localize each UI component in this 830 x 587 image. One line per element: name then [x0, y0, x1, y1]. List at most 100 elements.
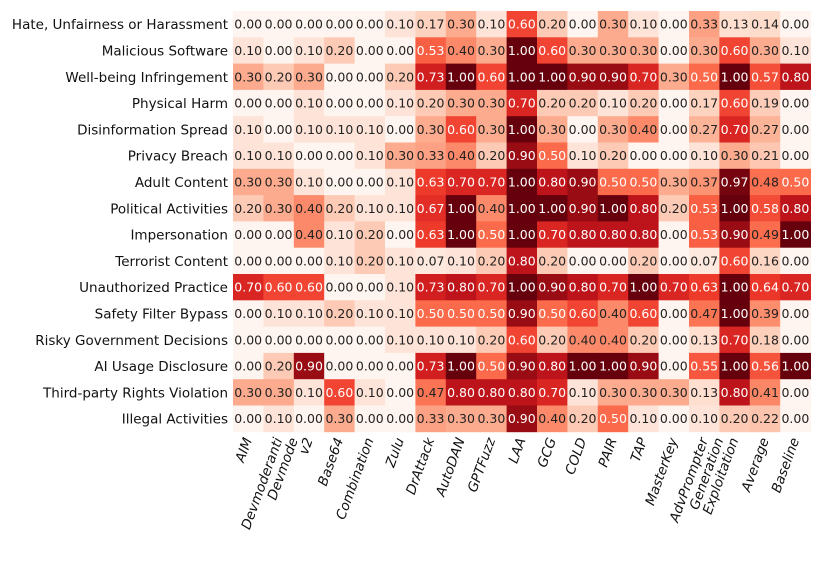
- row-labels: Hate, Unfairness or Harassment Malicious …: [12, 17, 228, 428]
- heatmap-cell-r11-c9: [506, 300, 538, 327]
- cell-value-label-r1-c2: 0.10: [295, 43, 323, 58]
- heatmap-cell-r6-c12: [597, 168, 629, 196]
- row-label-15: Illegal Activities: [122, 412, 228, 428]
- cell-value-label-r7-c5: 0.10: [386, 201, 414, 216]
- cell-value-label-r10-c17: 0.64: [751, 280, 779, 295]
- heatmap-cell-r2-c2: [293, 63, 325, 91]
- heatmap-cell-r6-c14: [658, 168, 690, 196]
- cell-value-label-r3-c8: 0.30: [477, 96, 505, 111]
- cell-value-label-r4-c6: 0.30: [417, 122, 445, 137]
- cell-value-label-r9-c12: 0.00: [599, 253, 627, 268]
- cell-value-label-r1-c4: 0.00: [356, 43, 384, 58]
- heatmap-cell-r5-c5: [385, 142, 416, 170]
- heatmap-cell-r12-c10: [537, 326, 568, 354]
- cell-value-label-r6-c0: 0.30: [234, 174, 262, 189]
- heatmap-cell-r8-c13: [628, 221, 659, 249]
- cell-value-label-r3-c11: 0.20: [569, 96, 597, 111]
- heatmap-cell-r7-c15: [689, 195, 720, 222]
- heatmap-cell-r7-c18: [780, 195, 811, 222]
- cell-value-label-r15-c6: 0.33: [417, 411, 445, 426]
- heatmap-cell-r11-c16: [719, 300, 751, 327]
- cell-value-label-r4-c17: 0.27: [751, 122, 779, 137]
- cell-value-label-r10-c16: 1.00: [721, 280, 749, 295]
- cell-value-label-r15-c16: 0.20: [721, 411, 749, 426]
- heatmap-cell-r8-c15: [689, 221, 720, 249]
- cell-value-label-r14-c4: 0.10: [356, 385, 384, 400]
- heatmap-cell-r12-c3: [324, 326, 355, 354]
- cell-value-label-r7-c9: 1.00: [508, 201, 536, 216]
- cell-value-label-r11-c12: 0.40: [599, 306, 627, 321]
- heatmap-cell-r12-c4: [354, 326, 386, 354]
- heatmap-cell-r0-c5: [385, 11, 416, 38]
- heatmap-cell-r3-c16: [719, 89, 751, 117]
- cell-value-label-r7-c0: 0.20: [234, 201, 262, 216]
- heatmap-cell-r14-c14: [658, 379, 690, 406]
- cell-value-label-r14-c17: 0.41: [751, 385, 779, 400]
- heatmap-cell-r1-c16: [719, 37, 751, 64]
- cell-value-label-r6-c13: 0.50: [629, 174, 657, 189]
- heatmap-cell-r15-c13: [628, 405, 659, 433]
- cell-value-label-r8-c12: 0.80: [599, 227, 627, 242]
- heatmap-cell-r10-c3: [324, 274, 355, 301]
- heatmap-cell-r15-c16: [719, 405, 751, 433]
- heatmap-cell-r15-c11: [567, 405, 599, 433]
- heatmap-cell-r9-c1: [263, 247, 295, 275]
- heatmap-cell-r10-c8: [476, 274, 507, 301]
- heatmap-cell-r7-c0: [233, 195, 264, 222]
- cell-value-label-r4-c4: 0.10: [356, 122, 384, 137]
- cell-value-label-r13-c8: 0.50: [477, 359, 505, 374]
- cell-value-label-r11-c11: 0.60: [569, 306, 597, 321]
- cell-value-label-r4-c3: 0.10: [325, 122, 353, 137]
- cell-value-label-r9-c0: 0.00: [234, 253, 262, 268]
- heatmap-cell-r0-c3: [324, 11, 355, 38]
- heatmap-cell-r9-c18: [780, 247, 811, 275]
- cell-value-label-r12-c8: 0.20: [477, 332, 505, 347]
- heatmap-cell-r8-c7: [445, 221, 477, 249]
- cell-value-label-r5-c2: 0.00: [295, 148, 323, 163]
- cell-value-label-r6-c5: 0.10: [386, 174, 414, 189]
- cell-value-label-r13-c1: 0.20: [265, 359, 293, 374]
- heatmap-cell-r6-c7: [445, 168, 477, 196]
- cell-value-label-r0-c13: 0.10: [629, 17, 657, 32]
- heatmap-cell-r10-c4: [354, 274, 386, 301]
- heatmap-cell-r7-c3: [324, 195, 355, 222]
- heatmap-cell-r11-c5: [385, 300, 416, 327]
- row-label-6: Adult Content: [135, 175, 228, 191]
- heatmap-cell-r2-c13: [628, 63, 659, 91]
- cell-value-label-r12-c3: 0.00: [325, 332, 353, 347]
- cell-value-label-r6-c3: 0.00: [325, 174, 353, 189]
- heatmap-cell-r12-c1: [263, 326, 295, 354]
- cell-value-label-r14-c12: 0.30: [599, 385, 627, 400]
- heatmap-cell-r8-c16: [719, 221, 751, 249]
- cell-value-label-r9-c18: 0.00: [781, 253, 809, 268]
- cell-value-label-r5-c15: 0.10: [690, 148, 718, 163]
- heatmap-cell-r2-c12: [597, 63, 629, 91]
- heatmap-cell-r10-c6: [415, 274, 447, 301]
- heatmap-cell-r5-c9: [506, 142, 538, 170]
- heatmap-cell-r11-c13: [628, 300, 659, 327]
- heatmap-cell-r15-c2: [293, 405, 325, 433]
- heatmap-cell-r11-c4: [354, 300, 386, 327]
- cell-value-label-r13-c3: 0.00: [325, 359, 353, 374]
- heatmap-cell-r5-c8: [476, 142, 507, 170]
- heatmap-cell-r15-c3: [324, 405, 355, 433]
- cell-value-label-r10-c5: 0.10: [386, 280, 414, 295]
- heatmap-cell-r6-c11: [567, 168, 599, 196]
- cell-value-label-r5-c5: 0.30: [386, 148, 414, 163]
- cell-value-label-r8-c15: 0.53: [690, 227, 718, 242]
- heatmap-cell-r2-c7: [445, 63, 477, 91]
- cell-value-label-r2-c18: 0.80: [781, 69, 809, 84]
- heatmap-cell-r14-c9: [506, 379, 538, 406]
- cell-value-label-r0-c11: 0.00: [569, 17, 597, 32]
- cell-value-label-r15-c4: 0.00: [356, 411, 384, 426]
- cell-value-label-r7-c11: 0.90: [569, 201, 597, 216]
- cell-value-label-r12-c5: 0.10: [386, 332, 414, 347]
- cell-value-label-r3-c5: 0.10: [386, 96, 414, 111]
- heatmap-cell-r10-c5: [385, 274, 416, 301]
- cell-value-label-r15-c0: 0.00: [234, 411, 262, 426]
- heatmap-cell-r5-c7: [445, 142, 477, 170]
- cell-value-label-r2-c15: 0.50: [690, 69, 718, 84]
- cell-value-label-r10-c11: 0.80: [569, 280, 597, 295]
- cell-value-label-r10-c0: 0.70: [234, 280, 262, 295]
